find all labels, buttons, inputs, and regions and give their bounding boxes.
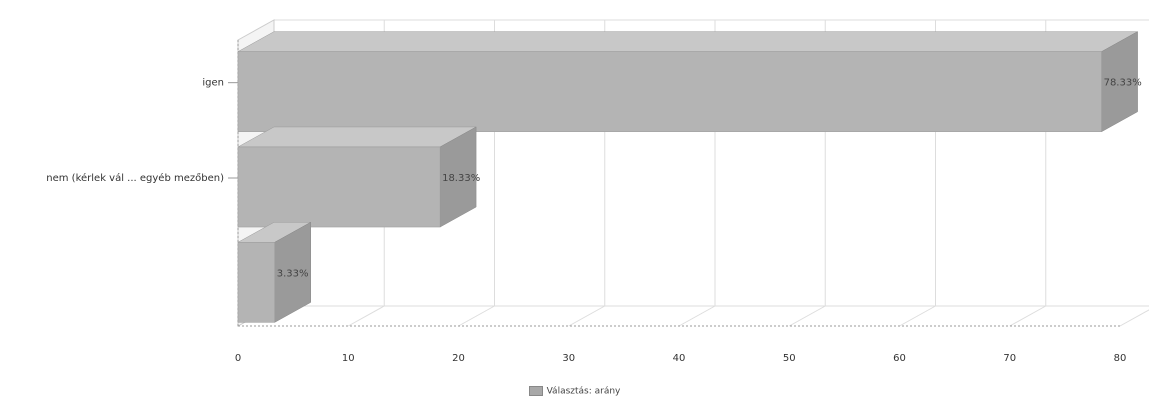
floor-gridline	[678, 305, 716, 327]
data-label: 78.33%	[1104, 78, 1142, 89]
floor-gridline	[899, 305, 936, 327]
category-label: igen	[202, 78, 224, 89]
x-tick-label: 30	[562, 353, 575, 364]
bar	[237, 146, 441, 228]
category-label: nem (kérlek vál ... egyéb mezőben)	[46, 172, 224, 184]
floor-gridline	[789, 305, 826, 327]
x-tick-label: 60	[893, 353, 906, 364]
bar	[237, 242, 275, 323]
x-tick-label: 0	[235, 353, 241, 364]
legend-swatch	[528, 386, 543, 396]
x-tick-label: 70	[1003, 353, 1016, 364]
floor-gridline	[568, 305, 605, 327]
data-label: 18.33%	[442, 173, 480, 184]
legend-label: Választás: arány	[546, 386, 621, 397]
floor-gridline	[1009, 305, 1046, 327]
floor-gridline	[348, 305, 385, 327]
bar-chart: 0 10 20 30 40 50 60 70 80 78.33% igen 18.33% nem (ké…	[46, 19, 1149, 364]
bar	[237, 51, 1102, 132]
bar-top-face	[237, 126, 478, 148]
x-tick-label: 40	[673, 353, 686, 364]
x-tick-label: 20	[452, 353, 465, 364]
bars-layer	[237, 31, 1139, 323]
floor-gridline	[1119, 309, 1149, 327]
x-tick-label: 10	[342, 353, 355, 364]
legend: Választás: arány	[0, 386, 1149, 397]
x-tick-label: 80	[1114, 353, 1127, 364]
axis-layer	[228, 40, 1120, 327]
labels-layer: 0 10 20 30 40 50 60 70 80 78.33% igen 18.33% nem (ké…	[46, 78, 1141, 364]
data-label: 3.33%	[277, 268, 309, 279]
floor-gridline	[458, 305, 495, 327]
x-tick-label: 50	[783, 353, 796, 364]
bar-top-face	[237, 31, 1139, 52]
